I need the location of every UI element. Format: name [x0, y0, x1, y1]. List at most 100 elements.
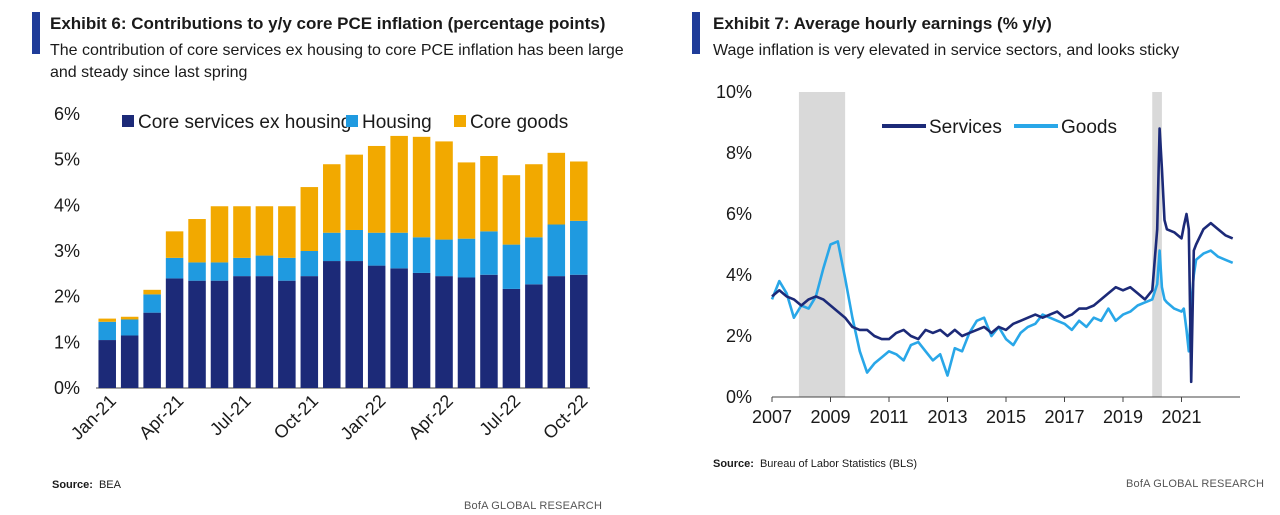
bar-segment: [435, 239, 453, 277]
bar-segment: [210, 262, 229, 281]
bar-segment: [525, 237, 543, 285]
bar-segment: [300, 276, 319, 388]
y-tick-label: 2%: [726, 326, 752, 346]
bar-segment: [390, 232, 408, 269]
x-tick-label: Jul-22: [475, 391, 524, 440]
y-tick-label: 4%: [726, 265, 752, 285]
x-tick-label: 2021: [1161, 407, 1201, 427]
bar-segment: [323, 232, 341, 262]
bar-segment: [390, 268, 408, 388]
bar-segment: [547, 152, 566, 225]
legend-label: Core goods: [470, 112, 568, 133]
bar-segment: [525, 284, 543, 388]
bar-segment: [480, 156, 498, 232]
bar-segment: [547, 276, 566, 388]
y-tick-label: 8%: [726, 143, 752, 163]
x-tick-label: 2011: [870, 407, 909, 427]
bar-segment: [390, 135, 408, 233]
x-tick-label: 2019: [1103, 407, 1143, 427]
bar-segment: [188, 262, 206, 281]
bar-segment: [120, 335, 139, 388]
source-note: Source: BEA: [52, 479, 121, 491]
bar-segment: [457, 238, 476, 278]
source-text: Bureau of Labor Statistics (BLS): [759, 458, 918, 470]
legend-swatch: [454, 115, 466, 127]
legend-label: Services: [929, 117, 1002, 138]
bar-segment: [165, 231, 184, 258]
bar-segment: [502, 244, 521, 289]
bar-segment: [98, 321, 116, 341]
x-tick-label: 2017: [1044, 407, 1084, 427]
bar-segment: [480, 231, 498, 275]
chart-subtitle: The contribution of core services ex hou…: [50, 42, 624, 81]
bar-segment: [525, 164, 543, 238]
footer-brand: BofA GLOBAL RESEARCH: [464, 500, 603, 512]
bar-segment: [367, 265, 386, 388]
x-tick-label: 2015: [986, 407, 1026, 427]
line-chart: 0% 2% 4% 6% 8% 10% 2007 2009 2011 2013 2015 2017 201…: [716, 82, 1240, 427]
chart-title: Exhibit 7: Average hourly earnings (% y/…: [713, 14, 1052, 33]
y-tick-label: 3%: [54, 241, 80, 261]
x-tick-label: Oct-21: [270, 391, 322, 443]
stacked-bar-chart: 0% 1% 2% 3% 4% 5% 6% Jan-21 Apr-21 Jul-21 Oct-21 Ja…: [54, 104, 592, 444]
bar-segment: [502, 288, 521, 388]
y-tick-label: 6%: [54, 104, 80, 124]
bar-segment: [570, 220, 588, 275]
source-note: Source: Bureau of Labor Statistics (BLS): [713, 458, 917, 470]
y-tick-label: 10%: [716, 82, 752, 102]
chart-title: Exhibit 6: Contributions to y/y core PCE…: [50, 14, 606, 33]
bar-segment: [120, 319, 139, 336]
bar-segment: [210, 280, 229, 388]
bar-segment: [570, 274, 588, 388]
bar-segment: [188, 280, 206, 388]
exhibit-7-panel: Exhibit 7: Average hourly earnings (% y/…: [640, 0, 1280, 515]
bar-segment: [188, 219, 206, 263]
y-tick-label: 0%: [726, 387, 752, 407]
legend-label: Housing: [362, 112, 432, 133]
bar-segment: [255, 276, 274, 388]
x-tick-label: Apr-22: [405, 391, 457, 443]
legend-swatch: [122, 115, 134, 127]
bar-segment: [367, 232, 386, 266]
bar-segment: [165, 278, 184, 388]
exhibit-6-panel: Exhibit 6: Contributions to y/y core PCE…: [32, 12, 624, 512]
bar-segment: [345, 154, 363, 230]
x-tick-label: 2007: [752, 407, 792, 427]
x-tick-label: Jan-22: [336, 391, 389, 444]
bar-segment: [300, 187, 319, 251]
x-tick-label: Apr-21: [135, 391, 187, 443]
y-tick-label: 6%: [726, 204, 752, 224]
bar-segment: [120, 316, 139, 320]
x-tick-label: Oct-22: [539, 391, 591, 443]
title-accent-bar: [32, 12, 40, 54]
bar-segment: [143, 312, 161, 388]
x-tick-label: 2009: [810, 407, 850, 427]
bar-segment: [143, 294, 161, 313]
bar-segment: [165, 257, 184, 279]
legend-label: Core services ex housing: [138, 112, 351, 133]
bar-segment: [233, 257, 251, 277]
x-tick-label: Jul-21: [206, 391, 255, 440]
bar-segment: [457, 277, 476, 388]
bar-segment: [233, 276, 251, 388]
bar-segment: [480, 274, 498, 388]
bar-segment: [345, 261, 363, 388]
y-tick-label: 2%: [54, 287, 80, 307]
bar-segment: [300, 251, 319, 277]
bar-segment: [367, 145, 386, 233]
bar-segment: [412, 237, 431, 273]
series-line-goods: [770, 240, 1234, 377]
bar-segment: [570, 161, 588, 221]
bar-segment: [323, 164, 341, 233]
bar-segment: [412, 136, 431, 238]
bar-segment: [255, 255, 274, 277]
x-tick-label: Jan-21: [67, 391, 120, 444]
bar-segment: [502, 175, 521, 245]
title-accent-bar: [692, 12, 700, 54]
x-tick-label: 2013: [927, 407, 967, 427]
bar-segment: [412, 272, 431, 388]
bar-segment: [210, 206, 229, 263]
series-line-services: [771, 127, 1234, 384]
bar-segment: [278, 280, 296, 388]
bar-segment: [278, 257, 296, 281]
